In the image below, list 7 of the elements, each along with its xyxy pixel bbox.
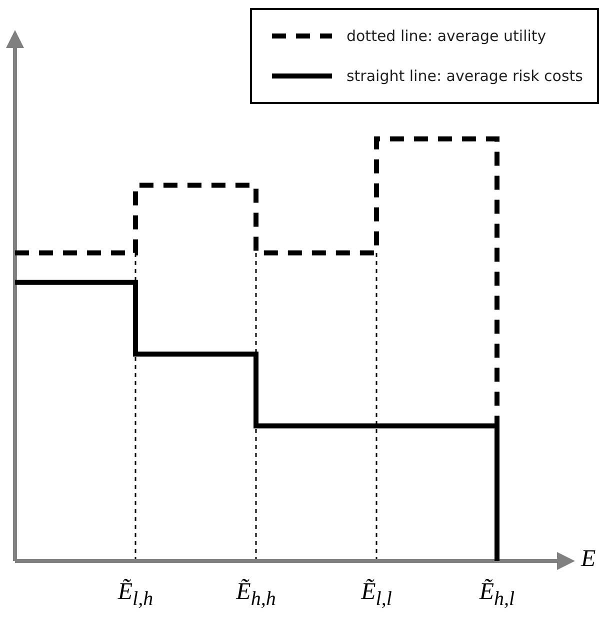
x-tick-label: Ẽ$_{l,h}$ [118,579,154,610]
x-tick-label: Ẽ$_{h,h}$ [236,579,276,610]
legend-label: dotted line: average utility [346,27,546,45]
x-axis-title: E [581,546,596,572]
x-tick-label: Ẽ$_{h,l}$ [479,579,515,610]
legend-label: straight line: average risk costs [346,67,583,85]
x-tick-label: Ẽ$_{l,l}$ [361,579,392,610]
